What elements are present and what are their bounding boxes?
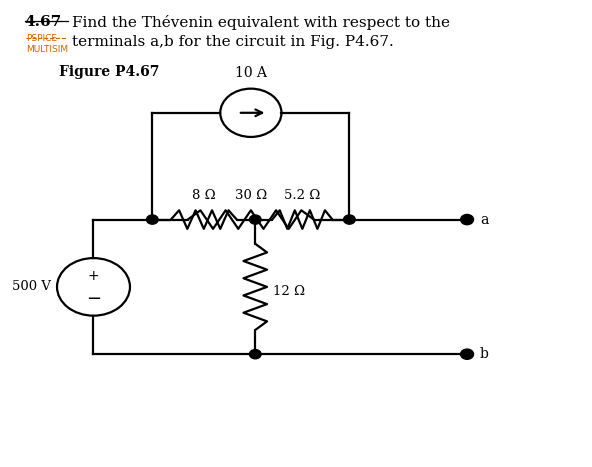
Text: 12 Ω: 12 Ω <box>273 285 305 298</box>
Text: 10 A: 10 A <box>235 66 267 80</box>
Text: Figure P4.67: Figure P4.67 <box>59 65 159 79</box>
Text: 30 Ω: 30 Ω <box>235 189 267 202</box>
Circle shape <box>461 214 474 225</box>
Text: 5.2 Ω: 5.2 Ω <box>284 189 320 202</box>
Text: 500 V: 500 V <box>12 280 51 293</box>
Text: −: − <box>86 290 101 308</box>
Text: 4.67: 4.67 <box>25 15 62 29</box>
Circle shape <box>146 215 158 224</box>
Circle shape <box>249 350 261 359</box>
Circle shape <box>249 215 261 224</box>
Circle shape <box>461 349 474 359</box>
Text: 8 Ω: 8 Ω <box>192 189 215 202</box>
Text: a: a <box>480 212 488 226</box>
Text: Find the Thévenin equivalent with respect to the: Find the Thévenin equivalent with respec… <box>72 15 450 30</box>
Text: MULTISIM: MULTISIM <box>26 45 68 55</box>
Circle shape <box>343 215 355 224</box>
Text: terminals a,b for the circuit in Fig. P4.67.: terminals a,b for the circuit in Fig. P4… <box>72 35 394 49</box>
Text: b: b <box>480 347 489 361</box>
Text: PSPICE: PSPICE <box>26 35 57 43</box>
Text: +: + <box>88 269 99 283</box>
